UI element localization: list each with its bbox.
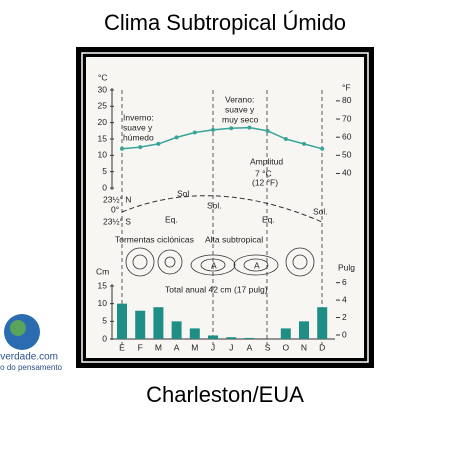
tick-label: 20 (98, 117, 108, 127)
precip-bar (171, 321, 182, 339)
annotation: Sol. (313, 206, 328, 216)
tick-label: 25 (98, 101, 108, 111)
tick-label: 5 (102, 166, 107, 176)
tick-label: 6 (342, 277, 347, 287)
x-tick-label: F (138, 342, 143, 352)
temp-point (138, 145, 143, 150)
precip-bar (135, 310, 146, 339)
annotation: Eq. (262, 214, 275, 224)
y2-label: Pulg (338, 262, 355, 272)
x-tick-label: S (265, 342, 271, 352)
total-label: Total anual 42 cm (17 pulg) (165, 284, 268, 294)
x-tick-label: D (319, 342, 325, 352)
x-tick-label: J (211, 342, 215, 352)
annotation: 23½° N (103, 194, 131, 204)
tick-label: 40 (342, 168, 352, 178)
logo-subtext: o do pensamento (0, 363, 62, 372)
temp-point (192, 130, 197, 135)
sun-path (121, 195, 323, 223)
annotation: suave y (225, 104, 255, 114)
x-tick-label: A (247, 342, 253, 352)
precip-bar (317, 307, 328, 339)
tick-label: 10 (98, 298, 108, 308)
precip-bar (189, 328, 200, 339)
tick-label: 30 (98, 84, 108, 94)
temp-point (247, 125, 252, 130)
tick-label: 5 (102, 316, 107, 326)
x-tick-label: A (174, 342, 180, 352)
temp-point (211, 127, 215, 132)
y2-label: °F (342, 82, 351, 92)
annotation: Eq. (165, 214, 178, 224)
tick-label: 4 (342, 294, 347, 304)
temp-point (265, 128, 270, 133)
x-tick-label: O (282, 342, 289, 352)
annotation: Inverno: (123, 112, 154, 122)
annotation: A (211, 260, 217, 270)
annotation: Verano: (225, 94, 254, 104)
annotation: 7 °C (255, 168, 272, 178)
annotation: húmedo (123, 132, 154, 142)
annotation: suave y (123, 122, 153, 132)
tick-label: 0 (102, 182, 107, 192)
precip-bar (299, 321, 309, 339)
slide-caption: Charleston/EUA (146, 382, 304, 407)
temp-point (174, 135, 179, 140)
annotation: A (254, 260, 260, 270)
x-tick-label: J (229, 342, 233, 352)
y-label: °C (98, 72, 108, 82)
precip-bar (244, 337, 255, 339)
tick-label: 60 (342, 131, 352, 141)
tick-label: 80 (342, 95, 352, 105)
tick-label: 0 (342, 329, 347, 339)
tick-label: 2 (342, 312, 347, 322)
frame-inner (81, 52, 369, 363)
temp-point (283, 137, 288, 141)
temp-line (121, 126, 323, 150)
tick-label: 15 (98, 280, 108, 290)
annotation: muy seco (222, 114, 259, 124)
temp-point (320, 146, 325, 151)
precip-bar (280, 328, 291, 339)
logo-land (10, 320, 26, 336)
x-tick-label: M (155, 342, 162, 352)
tick-label: 0 (102, 333, 107, 343)
pressure-icons (125, 247, 315, 277)
annotation: Sol. (207, 200, 222, 210)
annotation: Amplitud (250, 156, 283, 166)
annotation: Sol (177, 188, 189, 198)
annotation: Alta subtropical (205, 234, 263, 244)
precip-bar (208, 335, 218, 339)
x-tick-label: N (301, 342, 307, 352)
annotation: 23½° S (103, 216, 131, 226)
precip-bar (153, 307, 164, 339)
tick-label: 70 (342, 113, 352, 123)
precip-bar (117, 303, 127, 339)
x-tick-label: E (119, 342, 125, 352)
tick-label: 50 (342, 150, 352, 160)
annotation: (12 °F) (252, 177, 278, 187)
temp-point (120, 146, 124, 151)
tick-label: 15 (98, 133, 108, 143)
tick-label: 10 (98, 150, 108, 160)
y-label: Cm (96, 266, 109, 276)
annotation: 0° (111, 204, 119, 214)
temp-point (229, 126, 234, 131)
logo-text: verdade.com (0, 352, 58, 363)
slide-title: Clima Subtropical Úmido (104, 10, 346, 35)
x-tick-label: M (191, 342, 198, 352)
annotation: Tormentas ciclónicas (115, 234, 194, 244)
precip-bar (226, 337, 237, 339)
temp-point (302, 141, 306, 146)
temp-point (156, 141, 161, 146)
